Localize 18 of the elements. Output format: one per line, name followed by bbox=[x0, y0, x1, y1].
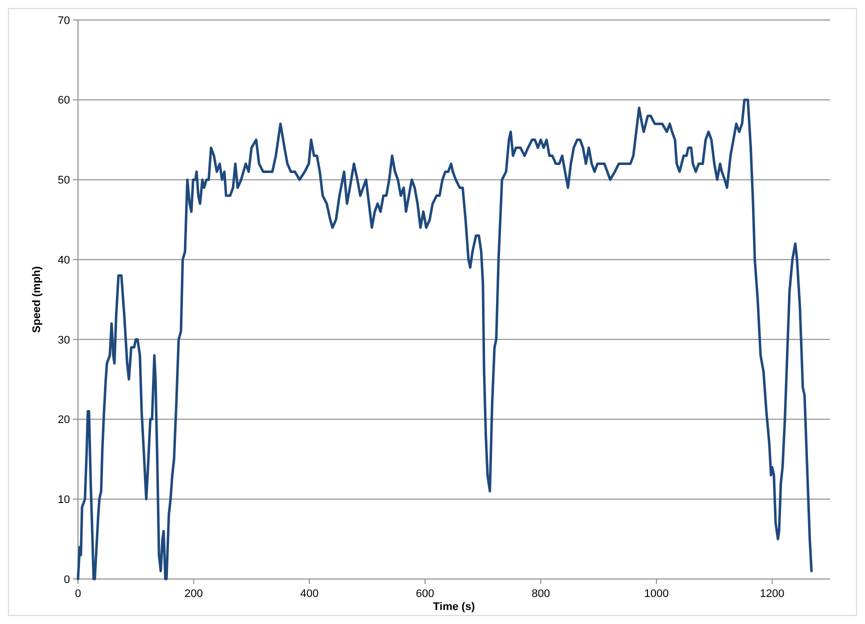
y-tick-label: 40 bbox=[58, 254, 70, 266]
y-tick-label: 70 bbox=[58, 14, 70, 27]
x-tick-label: 800 bbox=[532, 588, 550, 600]
y-tick-label: 30 bbox=[58, 334, 70, 346]
x-tick-label: 600 bbox=[416, 588, 434, 600]
y-tick-label: 0 bbox=[64, 574, 70, 586]
x-tick-label: 1000 bbox=[644, 588, 669, 600]
y-axis-title: Speed (mph) bbox=[31, 266, 43, 333]
x-tick-label: 1200 bbox=[760, 588, 784, 600]
y-tick-label: 50 bbox=[58, 174, 70, 187]
x-tick-label: 400 bbox=[300, 588, 319, 600]
y-tick-label: 20 bbox=[58, 414, 70, 426]
x-tick-label: 0 bbox=[74, 588, 82, 600]
line-series bbox=[76, 98, 813, 580]
x-axis-title: Time (s) bbox=[433, 601, 476, 613]
x-tick-label: 200 bbox=[184, 588, 203, 600]
y-tick-label: 10 bbox=[58, 494, 70, 506]
y-tick-label: 60 bbox=[58, 94, 70, 107]
